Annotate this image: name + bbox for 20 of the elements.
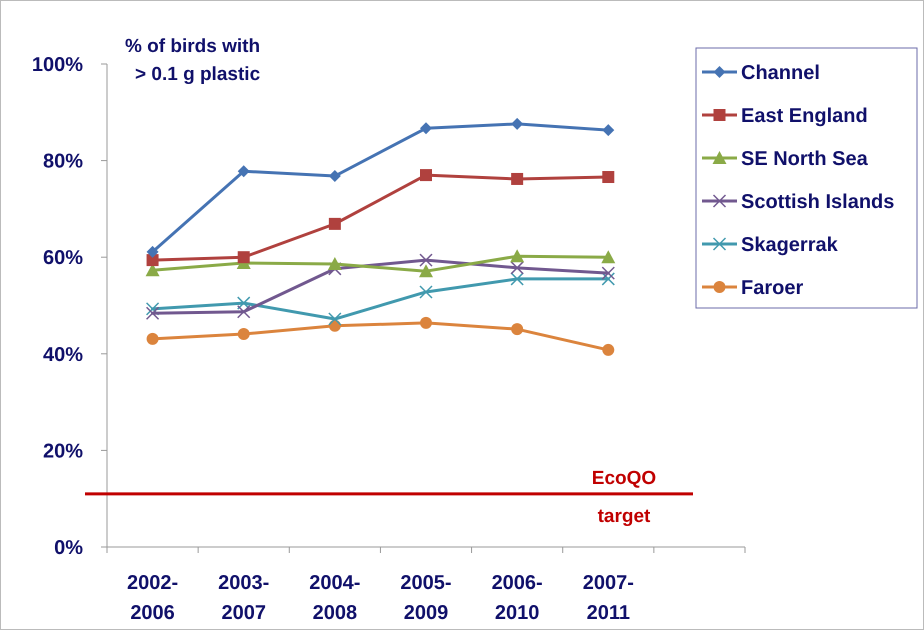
legend-label: SE North Sea xyxy=(741,148,869,170)
x-tick-label: 2004- 2008 xyxy=(309,572,360,624)
legend-label: East England xyxy=(741,105,868,127)
y-tick-label: 0% xyxy=(54,537,84,559)
y-tick-label: 40% xyxy=(42,344,84,366)
legend-label: Channel xyxy=(741,62,820,84)
x-tick-label: 2007- 2011 xyxy=(582,572,634,624)
y-tick-label: 60% xyxy=(42,247,84,270)
y-tick-label: 80% xyxy=(42,150,84,173)
y-tick-label: 20% xyxy=(42,440,84,462)
ref-line-label: EcoQO target xyxy=(592,468,656,527)
chart-title: % of birds with > 0.1 g plastic xyxy=(125,36,261,85)
legend-label: Skagerrak xyxy=(741,234,839,256)
x-tick-label: 2003- 2007 xyxy=(218,572,270,624)
x-tick-label: 2006- 2010 xyxy=(492,572,543,624)
x-tick-label: 2002- 2006 xyxy=(126,572,178,624)
x-tick-label: 2005- 2009 xyxy=(400,572,452,624)
legend-label: Faroer xyxy=(741,277,804,299)
y-tick-label: 100% xyxy=(32,54,84,76)
legend-label: Scottish Islands xyxy=(741,191,894,213)
